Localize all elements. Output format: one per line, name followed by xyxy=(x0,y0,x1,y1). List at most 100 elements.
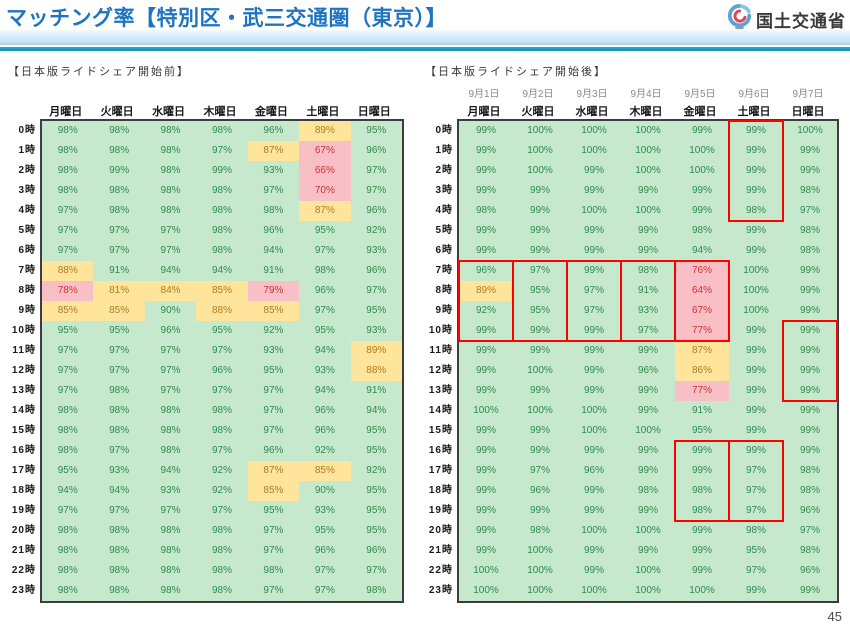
row-header-hour: 9時 xyxy=(435,305,453,316)
matrix-cell: 98% xyxy=(57,545,78,556)
matrix-cell: 98% xyxy=(109,185,130,196)
page-number: 45 xyxy=(827,609,842,624)
col-header-day: 土曜日 xyxy=(737,106,771,118)
matrix-cell: 97% xyxy=(57,385,78,396)
matrix-cell: 96% xyxy=(160,325,181,336)
matrix-cell: 99% xyxy=(583,365,604,376)
matrix-cell: 99% xyxy=(799,585,820,596)
matrix-cell: 95% xyxy=(314,225,335,236)
matrix-cell: 99% xyxy=(583,245,604,256)
matrix-cell: 64% xyxy=(675,281,729,301)
matrix-cell: 100% xyxy=(473,405,499,416)
matrix-cell: 100% xyxy=(527,125,553,136)
row-header-hour: 18時 xyxy=(428,485,453,496)
matrix-cell: 97% xyxy=(109,225,130,236)
matrix-cell: 97% xyxy=(57,365,78,376)
matrix-cell: 94% xyxy=(109,485,130,496)
matrix-cell: 89% xyxy=(459,281,513,301)
matrix-cell: 95% xyxy=(529,305,550,316)
row-header-hour: 13時 xyxy=(428,385,453,396)
matrix-cell: 98% xyxy=(211,525,232,536)
row-header-hour: 8時 xyxy=(435,285,453,296)
matrix-cell: 97% xyxy=(160,365,181,376)
matrix-cell: 92% xyxy=(211,465,232,476)
matrix-cell: 95% xyxy=(314,325,335,336)
row-header-hour: 4時 xyxy=(18,205,36,216)
matrix-cell: 90% xyxy=(160,305,181,316)
matrix-cell: 97% xyxy=(109,365,130,376)
matrix-cell: 91% xyxy=(691,405,712,416)
matrix-cell: 100% xyxy=(581,125,607,136)
matrix-cell: 92% xyxy=(475,305,496,316)
matrix-cell: 97% xyxy=(637,325,658,336)
matrix-cell: 93% xyxy=(160,485,181,496)
matrix-cell: 97% xyxy=(799,525,820,536)
row-header-hour: 22時 xyxy=(428,565,453,576)
matrix-cell: 99% xyxy=(475,125,496,136)
matrix-cell: 77% xyxy=(675,321,729,341)
matrix-cell: 98% xyxy=(57,145,78,156)
matrix-cell: 97% xyxy=(160,245,181,256)
matrix-cell: 99% xyxy=(583,545,604,556)
matrix-cell: 98% xyxy=(211,125,232,136)
matrix-cell: 98% xyxy=(160,185,181,196)
matrix-cell: 97% xyxy=(745,565,766,576)
matrix-cell: 99% xyxy=(637,245,658,256)
matrix-cell: 98% xyxy=(160,165,181,176)
matrix-cell: 67% xyxy=(299,141,351,161)
matrix-cell: 98% xyxy=(211,185,232,196)
matrix-cell: 99% xyxy=(475,445,496,456)
matrix-cell: 98% xyxy=(691,485,712,496)
matrix-cell: 99% xyxy=(211,165,232,176)
matrix-cell: 99% xyxy=(745,385,766,396)
matrix-cell: 96% xyxy=(529,485,550,496)
matrix-cell: 95% xyxy=(314,525,335,536)
matrix-cell: 99% xyxy=(745,425,766,436)
matrix-cell: 99% xyxy=(745,325,766,336)
matrix-cell: 97% xyxy=(263,385,284,396)
matrix-cell: 99% xyxy=(799,385,820,396)
matrix-cell: 76% xyxy=(675,261,729,281)
matrix-cell: 98% xyxy=(109,385,130,396)
matrix-cell: 99% xyxy=(529,445,550,456)
matrix-cell: 85% xyxy=(196,281,248,301)
table-caption-before: 【日本版ライドシェア開始前】 xyxy=(8,66,190,78)
matrix-cell: 95% xyxy=(109,325,130,336)
matrix-cell: 96% xyxy=(263,125,284,136)
matrix-cell: 99% xyxy=(475,485,496,496)
matrix-cell: 78% xyxy=(42,281,94,301)
matrix-cell: 100% xyxy=(473,565,499,576)
row-header-hour: 1時 xyxy=(435,145,453,156)
matrix-cell: 99% xyxy=(475,425,496,436)
matrix-cell: 99% xyxy=(691,525,712,536)
matrix-cell: 97% xyxy=(745,505,766,516)
matrix-cell: 99% xyxy=(583,445,604,456)
col-header-date: 9月5日 xyxy=(684,89,716,100)
matrix-cell: 100% xyxy=(743,285,769,296)
matrix-cell: 97% xyxy=(314,305,335,316)
col-header-day: 日曜日 xyxy=(357,106,391,118)
matching-rate-grid-after: 99% 100% 100% 100% 99% 99% 100% 99% 100% 100% 100%… xyxy=(457,119,839,603)
matrix-cell: 88% xyxy=(196,301,248,321)
row-header-hour: 20時 xyxy=(428,525,453,536)
matrix-cell: 95% xyxy=(366,505,387,516)
matrix-cell: 98% xyxy=(160,425,181,436)
matrix-cell: 100% xyxy=(635,585,661,596)
matrix-cell: 95% xyxy=(57,465,78,476)
col-header-day: 月曜日 xyxy=(49,106,83,118)
matrix-cell: 97% xyxy=(160,505,181,516)
matrix-cell: 97% xyxy=(57,345,78,356)
row-header-hour: 5時 xyxy=(18,225,36,236)
matrix-cell: 87% xyxy=(299,201,351,221)
matrix-cell: 98% xyxy=(691,505,712,516)
matrix-cell: 94% xyxy=(160,465,181,476)
matrix-cell: 97% xyxy=(211,345,232,356)
matrix-cell: 96% xyxy=(263,225,284,236)
matrix-cell: 99% xyxy=(799,445,820,456)
matrix-cell: 97% xyxy=(211,385,232,396)
matrix-cell: 98% xyxy=(366,585,387,596)
matrix-cell: 99% xyxy=(745,245,766,256)
row-header-hour: 10時 xyxy=(11,325,36,336)
col-header-day: 金曜日 xyxy=(683,106,717,118)
row-header-hour: 18時 xyxy=(11,485,36,496)
